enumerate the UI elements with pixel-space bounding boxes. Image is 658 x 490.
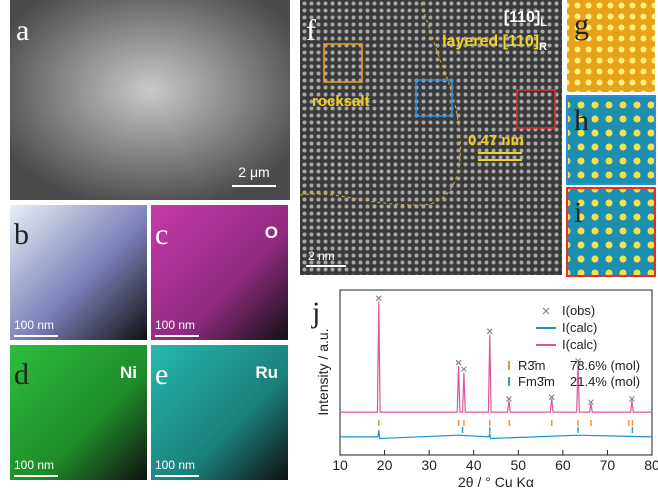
- scale-label: 100 nm: [155, 458, 195, 472]
- scale-label: 100 nm: [14, 458, 54, 472]
- legend-label: I(obs): [562, 303, 595, 318]
- obs-marker: [487, 329, 492, 334]
- panel-label: e: [155, 358, 168, 391]
- phase-fraction: 21.4% (mol): [570, 374, 640, 389]
- x-tick-label: 40: [466, 457, 482, 473]
- x-tick-label: 20: [377, 457, 393, 473]
- panel-label: j: [311, 296, 320, 329]
- panel-label: h: [574, 104, 589, 137]
- x-tick-label: 50: [510, 457, 526, 473]
- element-label: O: [265, 223, 278, 242]
- scale-label: 2 nm: [308, 249, 335, 263]
- scale-label: 2 μm: [238, 164, 269, 180]
- zone-axis-text: [110]: [504, 9, 540, 26]
- element-label: Ni: [120, 363, 137, 382]
- zone-axis-text: layered [110]: [442, 33, 539, 50]
- panel-label: f: [306, 14, 316, 47]
- obs-marker: [456, 360, 461, 365]
- figure: a 2 μm b c O d Ni e Ru 100 nm 100 nm 100…: [0, 0, 658, 490]
- panel-label: a: [16, 14, 29, 47]
- x-tick-label: 10: [332, 457, 348, 473]
- x-tick-label: 30: [421, 457, 437, 473]
- region-label: rocksalt: [312, 93, 370, 110]
- obs-marker: [461, 367, 466, 372]
- legend-label: I(calc): [562, 337, 597, 352]
- panel-label: g: [574, 8, 589, 41]
- series-line: [340, 302, 652, 413]
- obs-marker: [376, 296, 381, 301]
- panel-label: d: [14, 358, 29, 391]
- series-line: [340, 430, 652, 438]
- spacing-label: 0.47 nm: [468, 132, 524, 149]
- zone-axis-sub: L: [540, 17, 547, 29]
- scale-label: 100 nm: [155, 318, 195, 332]
- x-tick-label: 60: [555, 457, 571, 473]
- x-axis-title: 2θ / ° Cu Kα: [458, 474, 534, 490]
- y-axis-title: Intensity / a.u.: [315, 328, 331, 415]
- panel-label: i: [574, 196, 582, 229]
- x-tick-label: 80: [644, 457, 658, 473]
- phase-fraction: 78.6% (mol): [570, 358, 640, 373]
- xrd-chart: j 2θ / ° Cu Kα Intensity / a.u. 10 20 30 40…: [311, 290, 658, 490]
- element-label: Ru: [255, 363, 278, 382]
- legend-label: I(calc): [562, 320, 597, 335]
- panel-label: c: [155, 218, 168, 251]
- x-tick-label: 70: [600, 457, 616, 473]
- phase-name: Fm3̄m: [518, 374, 555, 389]
- panel-label: b: [14, 218, 29, 251]
- phase-name: R3̄m: [518, 358, 545, 373]
- scale-label: 100 nm: [14, 318, 54, 332]
- zone-axis-sub: R: [539, 41, 547, 53]
- legend-marker: [543, 308, 549, 314]
